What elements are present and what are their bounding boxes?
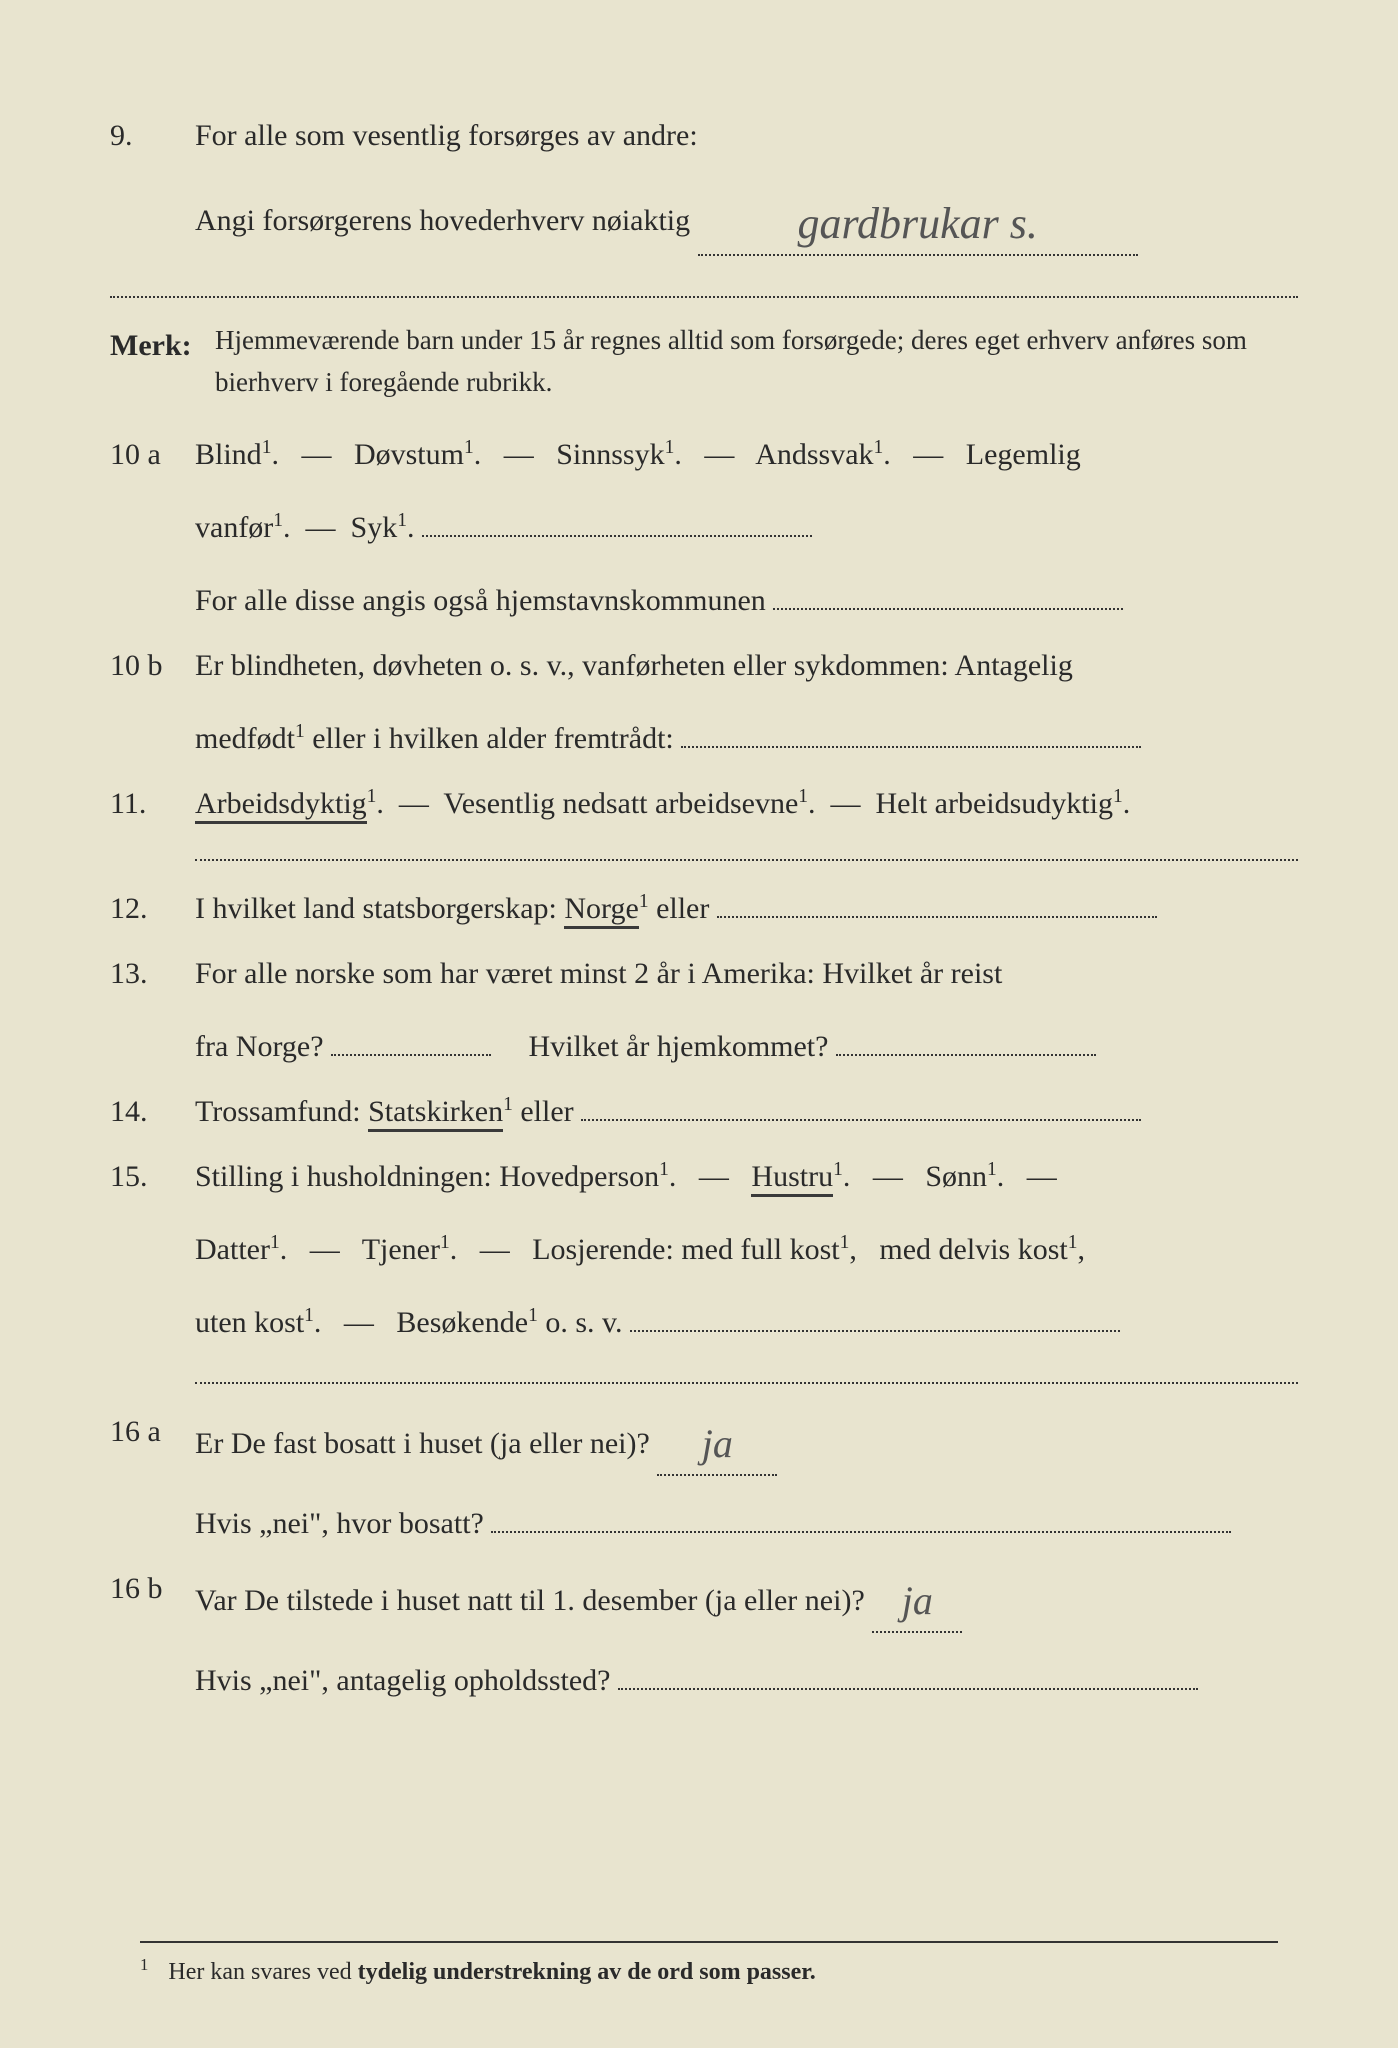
q15-delvis: med delvis kost [879,1233,1067,1266]
q10a-line3: For alle disse angis også hjemstavnskomm… [195,575,1298,626]
q16a-number: 16 a [110,1406,195,1549]
q15-content: Stilling i husholdningen: Hovedperson1. … [195,1151,1298,1348]
q12-norge: Norge [564,892,638,929]
q16a-line2: Hvis „nei", hvor bosatt? [195,1498,1298,1549]
q10b-line2b: eller i hvilken alder fremtrådt: [312,722,674,755]
q14-row: 14. Trossamfund: Statskirken1 eller [110,1086,1298,1137]
q12-row: 12. I hvilket land statsborgerskap: Norg… [110,883,1298,934]
footnote-text-bold: tydelig understrekning av de ord som pas… [358,1959,816,1985]
q13-number: 13. [110,948,195,1072]
footnote-text-a: Her kan svares ved [168,1959,357,1985]
q15-sonn: Sønn [925,1160,987,1193]
q15-tjener: Tjener [362,1233,440,1266]
q15-line3: uten kost1. — Besøkende1 o. s. v. [195,1297,1298,1348]
q16b-line2: Hvis „nei", antagelig opholdssted? [195,1655,1298,1706]
q10a-opt-andssvak: Andssvak [755,438,873,471]
q14-content: Trossamfund: Statskirken1 eller [195,1086,1298,1137]
census-form-page: 9. For alle som vesentlig forsørges av a… [0,0,1398,2048]
q16b-number: 16 b [110,1563,195,1706]
q11-number: 11. [110,778,195,829]
q15-uten: uten kost [195,1306,304,1339]
q16a-handwritten-value: ja [702,1421,733,1466]
q9-content: For alle som vesentlig forsørges av andr… [195,110,1298,256]
divider-after-q11 [195,859,1298,861]
q9-line1: For alle som vesentlig forsørges av andr… [195,110,1298,161]
q14-text-a: Trossamfund: [195,1095,368,1128]
q12-text-b: eller [656,892,709,925]
q10a-opt-dovstum: Døvstum [354,438,464,471]
q10a-line2: vanfør1. — Syk1. [195,502,1298,553]
q15-a: Stilling i husholdningen: Hovedperson [195,1160,659,1193]
q12-content: I hvilket land statsborgerskap: Norge1 e… [195,883,1298,934]
q15-besokende: Besøkende [396,1306,528,1339]
footnote: 1 Her kan svares ved tydelig understrekn… [140,1941,1278,1993]
q11-row: 11. Arbeidsdyktig1. — Vesentlig nedsatt … [110,778,1298,829]
q16a-line2-label: Hvis „nei", hvor bosatt? [195,1507,484,1540]
q10a-number: 10 a [110,429,195,626]
q13-line2: fra Norge? Hvilket år hjemkommet? [195,1021,1298,1072]
q16b-line1: Var De tilstede i huset natt til 1. dese… [195,1563,1298,1633]
q9-row: 9. For alle som vesentlig forsørges av a… [110,110,1298,256]
q9-handwritten-value: gardbrukar s. [797,199,1037,248]
q13-line1: For alle norske som har været minst 2 år… [195,948,1298,999]
q13-row: 13. For alle norske som har været minst … [110,948,1298,1072]
q13-content: For alle norske som har været minst 2 år… [195,948,1298,1072]
q11-opt-nedsatt: Vesentlig nedsatt arbeidsevne [443,787,798,820]
q16b-handwritten-value: ja [902,1578,933,1623]
q16a-question: Er De fast bosatt i huset (ja eller nei)… [195,1427,650,1460]
q10a-hjemstavn-label: For alle disse angis også hjemstavnskomm… [195,584,766,617]
q15-osv: o. s. v. [545,1306,622,1339]
q10a-opt-sinnssyk: Sinnssyk [556,438,664,471]
q13-line2b: Hvilket år hjemkommet? [529,1030,829,1063]
q15-number: 15. [110,1151,195,1348]
q14-statskirken: Statskirken [368,1095,503,1132]
q16b-row: 16 b Var De tilstede i huset natt til 1.… [110,1563,1298,1706]
q10a-row: 10 a Blind1. — Døvstum1. — Sinnssyk1. — … [110,429,1298,626]
q16b-content: Var De tilstede i huset natt til 1. dese… [195,1563,1298,1706]
q12-number: 12. [110,883,195,934]
merk-row: Merk: Hjemmeværende barn under 15 år reg… [110,320,1298,404]
q15-losjerende: Losjerende: med full kost [532,1233,839,1266]
q15-line2: Datter1. — Tjener1. — Losjerende: med fu… [195,1224,1298,1275]
divider-after-q9 [110,296,1298,298]
q10b-content: Er blindheten, døvheten o. s. v., vanfør… [195,640,1298,764]
q15-hustru: Hustru [751,1160,833,1197]
q16b-line2-label: Hvis „nei", antagelig opholdssted? [195,1664,611,1697]
q9-line2: Angi forsørgerens hovederhverv nøiaktig … [195,179,1298,256]
q10b-row: 10 b Er blindheten, døvheten o. s. v., v… [110,640,1298,764]
q10b-number: 10 b [110,640,195,764]
q16a-content: Er De fast bosatt i huset (ja eller nei)… [195,1406,1298,1549]
q11-opt-udyktig: Helt arbeidsudyktig [876,787,1113,820]
footnote-number: 1 [140,1955,148,1974]
q15-row: 15. Stilling i husholdningen: Hovedperso… [110,1151,1298,1348]
q16a-line1: Er De fast bosatt i huset (ja eller nei)… [195,1406,1298,1476]
q10a-syk: Syk [351,511,398,544]
merk-text: Hjemmeværende barn under 15 år regnes al… [215,320,1298,404]
q14-number: 14. [110,1086,195,1137]
merk-label: Merk: [110,320,215,404]
q15-line1: Stilling i husholdningen: Hovedperson1. … [195,1151,1298,1202]
q10a-opt-legemlig: Legemlig [966,438,1081,471]
q9-number: 9. [110,110,195,256]
q14-text-b: eller [520,1095,573,1128]
q16b-question: Var De tilstede i huset natt til 1. dese… [195,1584,865,1617]
q10a-opt-blind: Blind [195,438,262,471]
q10a-content: Blind1. — Døvstum1. — Sinnssyk1. — Andss… [195,429,1298,626]
q11-opt-arbeidsdyktig: Arbeidsdyktig [195,787,367,824]
q16a-row: 16 a Er De fast bosatt i huset (ja eller… [110,1406,1298,1549]
q10a-vanfor: vanfør [195,511,273,544]
q15-datter: Datter [195,1233,270,1266]
q10b-line1: Er blindheten, døvheten o. s. v., vanfør… [195,640,1298,691]
q10a-line1: Blind1. — Døvstum1. — Sinnssyk1. — Andss… [195,429,1298,480]
q12-text-a: I hvilket land statsborgerskap: [195,892,564,925]
divider-after-q15 [195,1382,1298,1384]
q9-line2-label: Angi forsørgerens hovederhverv nøiaktig [195,204,690,237]
q11-content: Arbeidsdyktig1. — Vesentlig nedsatt arbe… [195,778,1298,829]
q13-line2a: fra Norge? [195,1030,324,1063]
q10b-medfodt: medfødt [195,722,295,755]
q10b-line2: medfødt1 eller i hvilken alder fremtrådt… [195,713,1298,764]
